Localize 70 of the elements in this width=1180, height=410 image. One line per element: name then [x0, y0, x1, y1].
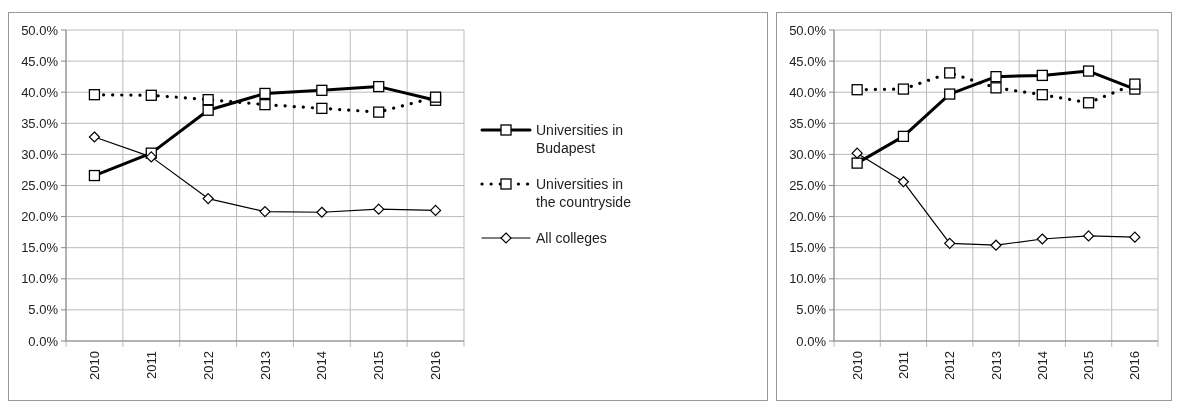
point	[373, 106, 385, 118]
x-tick-label: 2016	[1127, 351, 1143, 380]
y-tick-label: 0.0%	[796, 333, 827, 349]
legend-label: Universities in the countryside	[536, 175, 632, 211]
y-tick-label: 5.0%	[796, 302, 827, 318]
point	[1129, 78, 1141, 90]
x-tick-label: 2015	[371, 351, 387, 380]
point	[316, 102, 328, 115]
point	[990, 71, 1002, 83]
x-tick-label: 2014	[1034, 351, 1050, 380]
point	[851, 84, 863, 96]
point	[88, 89, 101, 101]
y-tick-label: 40.0%	[789, 84, 827, 100]
y-tick-label: 35.0%	[21, 115, 59, 131]
point	[259, 98, 271, 111]
x-tick-label: 2010	[86, 351, 102, 380]
legend-label: All colleges	[536, 229, 607, 246]
x-tick-label: 2010	[849, 351, 865, 380]
y-tick-label: 30.0%	[21, 146, 59, 162]
y-tick-label: 15.0%	[21, 240, 59, 256]
y-tick-label: 50.0%	[789, 22, 827, 38]
point	[316, 206, 328, 218]
point	[202, 104, 214, 116]
point	[259, 87, 271, 100]
point	[944, 88, 956, 100]
point	[1082, 65, 1095, 77]
point	[373, 80, 385, 93]
y-tick-label: 15.0%	[789, 240, 827, 256]
point	[88, 169, 101, 182]
point	[1082, 97, 1095, 109]
point	[1082, 230, 1095, 242]
y-tick-label: 35.0%	[789, 115, 827, 131]
point	[259, 206, 271, 218]
y-tick-label: 50.0%	[21, 22, 59, 38]
x-tick-label: 2012	[200, 351, 216, 380]
x-tick-label: 2016	[428, 351, 444, 380]
x-tick-label: 2013	[257, 351, 273, 380]
y-tick-label: 10.0%	[21, 271, 59, 287]
legend-label: Universities in Budapest	[536, 121, 624, 157]
y-tick-label: 30.0%	[789, 146, 827, 162]
y-tick-label: 20.0%	[21, 209, 59, 225]
point	[202, 94, 214, 106]
point	[145, 89, 157, 101]
x-tick-label: 2011	[895, 351, 911, 379]
point	[897, 130, 910, 143]
y-tick-label: 45.0%	[789, 53, 827, 69]
point	[990, 82, 1002, 94]
y-tick-label: 25.0%	[789, 178, 827, 194]
x-tick-label: 2014	[314, 351, 330, 380]
y-tick-label: 25.0%	[21, 178, 59, 194]
point	[1036, 69, 1048, 82]
y-tick-label: 5.0%	[28, 302, 59, 318]
x-tick-label: 2013	[988, 351, 1004, 380]
y-tick-label: 20.0%	[789, 209, 827, 225]
point	[202, 192, 214, 205]
x-tick-label: 2015	[1081, 351, 1097, 380]
y-tick-label: 10.0%	[789, 271, 827, 287]
x-tick-label: 2012	[942, 351, 958, 380]
y-tick-label: 45.0%	[21, 53, 59, 69]
y-tick-label: 0.0%	[28, 333, 59, 349]
point	[1036, 89, 1048, 101]
point	[897, 83, 910, 95]
point	[373, 203, 385, 215]
y-tick-label: 40.0%	[21, 84, 59, 100]
point	[944, 67, 956, 79]
point	[88, 131, 101, 143]
x-tick-label: 2011	[143, 351, 159, 379]
point	[851, 157, 863, 169]
point	[316, 84, 328, 96]
point	[145, 151, 157, 163]
